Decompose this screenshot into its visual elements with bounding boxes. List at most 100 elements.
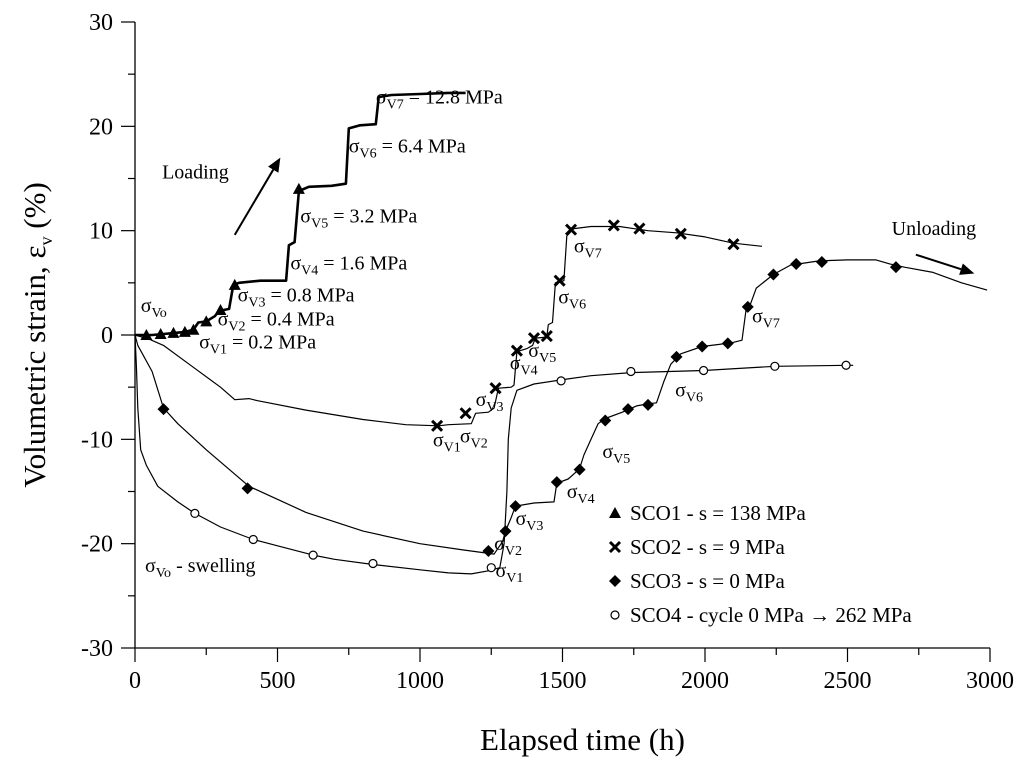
y-tick-label: -30: [81, 636, 113, 662]
annotation-label: σV7 = 12.8 MPa: [376, 86, 503, 112]
data-point: [200, 315, 213, 327]
data-point: [489, 382, 502, 395]
data-point: [368, 558, 378, 569]
annotation-label: Loading: [162, 162, 229, 184]
data-point: [721, 337, 734, 350]
annotation-label: σV1 = 0.2 MPa: [199, 332, 316, 358]
y-tick-label: -20: [81, 532, 113, 558]
data-point: [486, 563, 496, 573]
annotation-label: σV3 = 0.8 MPa: [238, 285, 355, 311]
x-tick-label: 2000: [681, 668, 729, 694]
data-point: [214, 303, 227, 315]
legend-label: SCO4 - cycle 0 MPa → 262 MPa: [630, 603, 912, 627]
annotation-label: σV6 = 6.4 MPa: [349, 135, 466, 161]
annotation-label: σV7: [752, 305, 780, 331]
data-point: [553, 274, 566, 287]
data-point: [292, 182, 305, 194]
x-tick-label: 3000: [966, 668, 1014, 694]
data-point: [564, 223, 578, 236]
annotations-layer: σV7 = 12.8 MPa σV6 = 6.4 MPa σV5 = 3.2 MPa…: [141, 86, 976, 586]
series-layer: [134, 91, 988, 575]
data-point: [599, 414, 612, 427]
annotation-label: σV1: [496, 560, 524, 586]
data-point: [698, 365, 709, 376]
annotation-label: σV3: [476, 389, 504, 415]
data-point: [674, 227, 687, 240]
data-point: [154, 327, 167, 339]
x-tick-label: 0: [129, 668, 141, 694]
data-point: [770, 361, 780, 371]
series-sco4: [134, 334, 854, 575]
axes: -30 -20 -10 0 10 20 30 0 500 1000 1500 2000 2500 3000…: [17, 10, 1014, 757]
data-point: [431, 419, 444, 432]
data-point: [642, 398, 654, 411]
y-tick-label: 0: [101, 323, 113, 349]
annotation-label: σV5: [602, 441, 630, 467]
series-line: [134, 334, 854, 575]
data-point: [815, 255, 828, 268]
annotation-arrow: [233, 157, 281, 236]
data-point: [841, 360, 851, 370]
legend-item: SCO3 - s = 0 MPa: [609, 569, 785, 593]
x-tick-label: 1000: [396, 668, 444, 694]
annotation-label: σV5: [528, 340, 556, 366]
annotation-label: σVo - swelling: [145, 555, 256, 581]
data-point: [670, 350, 683, 363]
x-tick-label: 2500: [824, 668, 872, 694]
annotation-label: σV4: [510, 352, 538, 378]
data-point: [459, 407, 472, 420]
x-axis-title: Elapsed time (h): [480, 722, 685, 757]
data-point: [190, 508, 200, 519]
y-tick-label: 20: [89, 114, 113, 140]
annotation-label: σV4: [567, 481, 595, 507]
data-point: [510, 344, 523, 357]
series-line: [134, 225, 763, 427]
legend-item: SCO2 - s = 9 MPa: [608, 535, 785, 559]
y-tick-label: 10: [89, 219, 113, 245]
x-tick-label: 1500: [539, 668, 587, 694]
y-axis-title: Volumetric strain, εv (%): [17, 182, 56, 488]
data-point: [540, 329, 553, 343]
annotation-label: σV2 = 0.4 MPa: [218, 309, 335, 335]
annotation-label: σV4 = 1.6 MPa: [290, 252, 407, 278]
data-point: [889, 261, 902, 274]
data-point: [482, 544, 495, 557]
data-point: [607, 219, 620, 232]
data-point: [790, 258, 803, 271]
annotation-label: σVo: [141, 295, 167, 321]
legend: SCO1 - s = 138 MPa SCO2 - s = 9 MPa SCO3 -…: [608, 501, 912, 627]
annotation-label: σV2: [494, 533, 522, 559]
data-point: [626, 366, 636, 377]
legend-item: SCO4 - cycle 0 MPa → 262 MPa: [610, 603, 912, 627]
annotation-label: σV6: [675, 380, 703, 406]
data-point: [187, 323, 200, 335]
legend-marker: [609, 575, 621, 587]
data-point: [741, 300, 754, 313]
legend-label: SCO1 - s = 138 MPa: [630, 501, 806, 525]
data-point: [727, 238, 740, 251]
legend-label: SCO2 - s = 9 MPa: [630, 535, 785, 559]
legend-item: SCO1 - s = 138 MPa: [609, 501, 806, 525]
data-point: [499, 525, 512, 538]
series-sco2: [134, 219, 763, 432]
data-point: [157, 403, 170, 416]
annotation-label: σV3: [515, 508, 543, 534]
annotation-label: Unloading: [892, 218, 976, 240]
data-point: [228, 278, 241, 290]
y-tick-label: -10: [81, 427, 113, 453]
data-point: [241, 482, 254, 495]
series-line: [134, 259, 988, 555]
annotation-label: σV2: [460, 425, 488, 451]
data-point: [767, 268, 780, 281]
y-tick-label: 30: [89, 10, 113, 36]
data-point: [527, 332, 541, 345]
data-point: [622, 403, 635, 416]
data-point: [550, 476, 563, 489]
data-point: [556, 376, 566, 386]
legend-marker: [609, 507, 621, 518]
data-point: [248, 534, 258, 545]
legend-marker: [610, 610, 620, 620]
annotation-label: σV5 = 3.2 MPa: [300, 205, 417, 231]
data-point: [167, 326, 180, 338]
